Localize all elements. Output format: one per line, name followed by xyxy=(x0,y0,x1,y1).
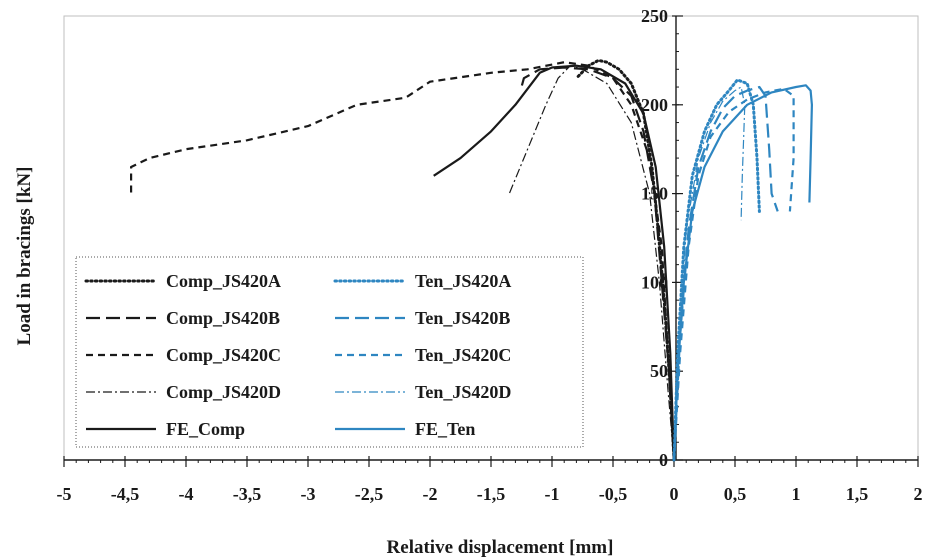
x-tick-label: -0,5 xyxy=(599,484,628,504)
series-line-ten-js420d xyxy=(673,86,746,461)
x-tick-label: 0 xyxy=(670,484,679,504)
x-tick-label: 1,5 xyxy=(846,484,869,504)
x-tick-label: -3 xyxy=(301,484,316,504)
series-line-comp-js420d xyxy=(508,65,675,461)
legend-label: Comp_JS420B xyxy=(166,308,280,328)
legend: Comp_JS420A Comp_JS420B Comp_JS420C Comp_JS… xyxy=(75,256,584,448)
x-tick-label: -2 xyxy=(423,484,438,504)
legend-box xyxy=(75,256,584,448)
legend-label: Ten_JS420A xyxy=(415,271,511,291)
series-line-comp-js420c xyxy=(130,61,676,461)
series-line-ten-js420c xyxy=(672,87,795,461)
x-tick-label: 2 xyxy=(914,484,923,504)
y-axis-label: Load in bracings [kN] xyxy=(14,167,35,346)
x-tick-label: -3,5 xyxy=(233,484,262,504)
y-tick-label: 50 xyxy=(650,361,668,381)
legend-label: Comp_JS420A xyxy=(166,271,281,291)
x-tick-label: -1,5 xyxy=(477,484,506,504)
x-tick-label: -1 xyxy=(545,484,560,504)
y-tick-label: 250 xyxy=(641,6,668,26)
series-line-fe-comp xyxy=(433,64,676,461)
x-tick-label: 0,5 xyxy=(724,484,747,504)
x-tick-label: -4,5 xyxy=(111,484,140,504)
legend-label: Ten_JS420B xyxy=(415,308,510,328)
x-tick-label: -5 xyxy=(57,484,72,504)
series-line-ten-js420b xyxy=(672,85,779,461)
series-line-fe-ten xyxy=(672,84,813,461)
legend-label: FE_Comp xyxy=(166,419,245,439)
legend-label: Comp_JS420D xyxy=(166,382,281,402)
legend-label: Comp_JS420C xyxy=(166,345,281,365)
x-tick-label: -4 xyxy=(179,484,194,504)
x-tick-label: -2,5 xyxy=(355,484,384,504)
series-line-ten-js420a xyxy=(672,78,761,462)
y-tick-label: 0 xyxy=(659,450,668,470)
series-layer xyxy=(130,58,813,462)
legend-label: Ten_JS420D xyxy=(415,382,511,402)
legend-label: FE_Ten xyxy=(415,419,475,439)
legend-label: Ten_JS420C xyxy=(415,345,511,365)
series-line-comp-js420b xyxy=(520,66,676,461)
x-axis-label: Relative displacement [mm] xyxy=(387,537,614,558)
x-tick-label: 1 xyxy=(792,484,801,504)
y-tick-label: 200 xyxy=(641,95,668,115)
